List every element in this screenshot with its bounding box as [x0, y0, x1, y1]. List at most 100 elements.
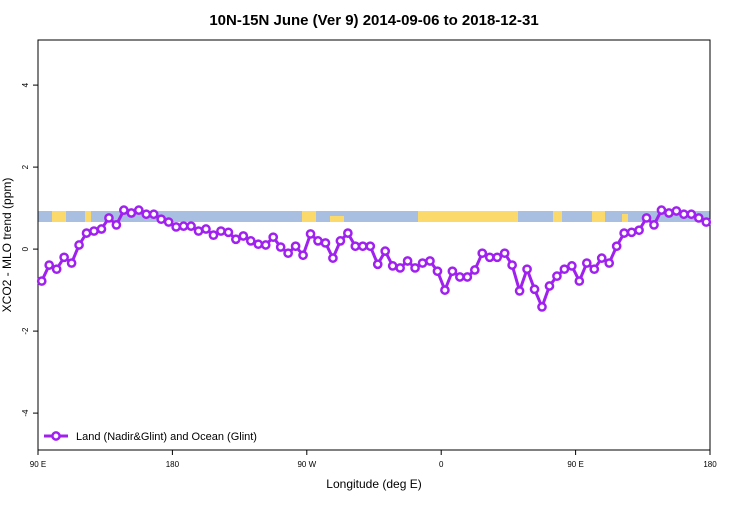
- data-point: [89, 226, 99, 236]
- data-point: [410, 263, 420, 273]
- data-point: [36, 276, 47, 286]
- y-axis-label: XCO2 - MLO trend (ppm): [0, 178, 14, 313]
- data-point: [402, 256, 413, 266]
- data-point: [649, 220, 659, 230]
- data-point: [596, 253, 607, 263]
- plot-frame: [37, 39, 711, 451]
- data-point: [425, 256, 435, 266]
- x-tick-label: 0: [439, 460, 444, 469]
- data-point: [626, 227, 637, 238]
- data-point: [619, 228, 629, 238]
- data-point: [148, 209, 159, 220]
- data-point: [133, 205, 144, 215]
- x-tick-label: 90 E: [30, 460, 46, 469]
- data-point: [74, 240, 84, 250]
- data-point: [245, 236, 256, 246]
- y-tick-label: -4: [21, 409, 30, 417]
- data-point: [223, 227, 234, 238]
- data-point: [111, 220, 122, 230]
- data-point: [119, 205, 129, 215]
- data-point: [328, 253, 338, 263]
- data-point: [216, 226, 226, 236]
- data-point: [357, 241, 368, 252]
- data-point: [395, 263, 405, 273]
- data-point: [432, 266, 443, 277]
- data-point: [701, 217, 712, 227]
- data-point: [537, 302, 547, 312]
- data-point: [477, 248, 488, 259]
- data-point: [671, 206, 682, 216]
- x-tick-label: 90 W: [297, 460, 316, 469]
- data-point: [387, 261, 398, 271]
- legend-marker: [51, 431, 61, 441]
- data-point: [171, 222, 181, 232]
- chart-title: 10N-15N June (Ver 9) 2014-09-06 to 2018-…: [209, 12, 538, 29]
- data-point: [604, 258, 615, 268]
- data-point: [514, 286, 525, 296]
- data-point: [529, 284, 540, 295]
- data-point: [156, 214, 167, 225]
- data-point: [81, 228, 92, 238]
- data-point: [126, 208, 137, 218]
- data-point: [492, 252, 503, 263]
- y-tick-label: 0: [21, 246, 30, 251]
- data-point: [59, 252, 69, 263]
- data-point: [417, 258, 428, 268]
- data-point: [343, 228, 353, 238]
- data-point: [320, 238, 331, 248]
- data-point: [664, 208, 674, 218]
- data-point: [574, 276, 585, 286]
- x-tick-label: 90 E: [567, 460, 583, 469]
- data-point: [51, 264, 62, 275]
- data-point: [305, 229, 316, 239]
- data-point: [193, 226, 204, 236]
- data-point: [44, 260, 55, 270]
- data-point: [484, 252, 495, 263]
- data-point: [178, 221, 189, 231]
- ocean-strip: [38, 211, 710, 222]
- data-point: [693, 213, 704, 223]
- data-point: [313, 236, 323, 246]
- data-point: [163, 217, 174, 227]
- y-tick-label: 2: [21, 164, 30, 169]
- data-point: [447, 266, 458, 277]
- data-point: [372, 259, 383, 270]
- y-tick-label: -2: [21, 327, 30, 335]
- data-point: [462, 272, 473, 282]
- data-point: [559, 264, 570, 275]
- data-point: [141, 209, 152, 220]
- data-point: [552, 271, 562, 282]
- y-tick-label: 4: [21, 82, 30, 87]
- legend-label: Land (Nadir&Glint) and Ocean (Glint): [76, 431, 257, 443]
- data-point: [96, 224, 107, 234]
- data-point: [238, 231, 249, 241]
- data-point: [380, 246, 391, 256]
- data-point: [253, 239, 264, 250]
- x-tick-label: 180: [703, 460, 717, 469]
- data-point: [104, 213, 114, 223]
- data-point: [611, 241, 622, 252]
- data-point: [350, 241, 361, 252]
- data-point: [335, 236, 346, 246]
- data-point: [260, 240, 271, 250]
- data-point: [589, 264, 600, 275]
- data-point: [283, 248, 293, 259]
- data-point: [567, 261, 577, 271]
- x-tick-label: 180: [166, 460, 180, 469]
- data-point: [440, 285, 450, 295]
- data-point: [641, 213, 652, 223]
- data-point: [686, 209, 697, 220]
- data-point: [66, 258, 77, 268]
- data-point: [298, 250, 308, 261]
- map-strip: [38, 211, 710, 222]
- data-point: [455, 272, 465, 282]
- x-axis-label: Longitude (deg E): [326, 477, 421, 491]
- data-point: [507, 260, 517, 270]
- data-point: [522, 264, 532, 275]
- data-point: [290, 241, 301, 252]
- data-point: [656, 205, 667, 215]
- data-point: [544, 281, 555, 291]
- data-point: [275, 242, 286, 252]
- data-point: [499, 248, 510, 259]
